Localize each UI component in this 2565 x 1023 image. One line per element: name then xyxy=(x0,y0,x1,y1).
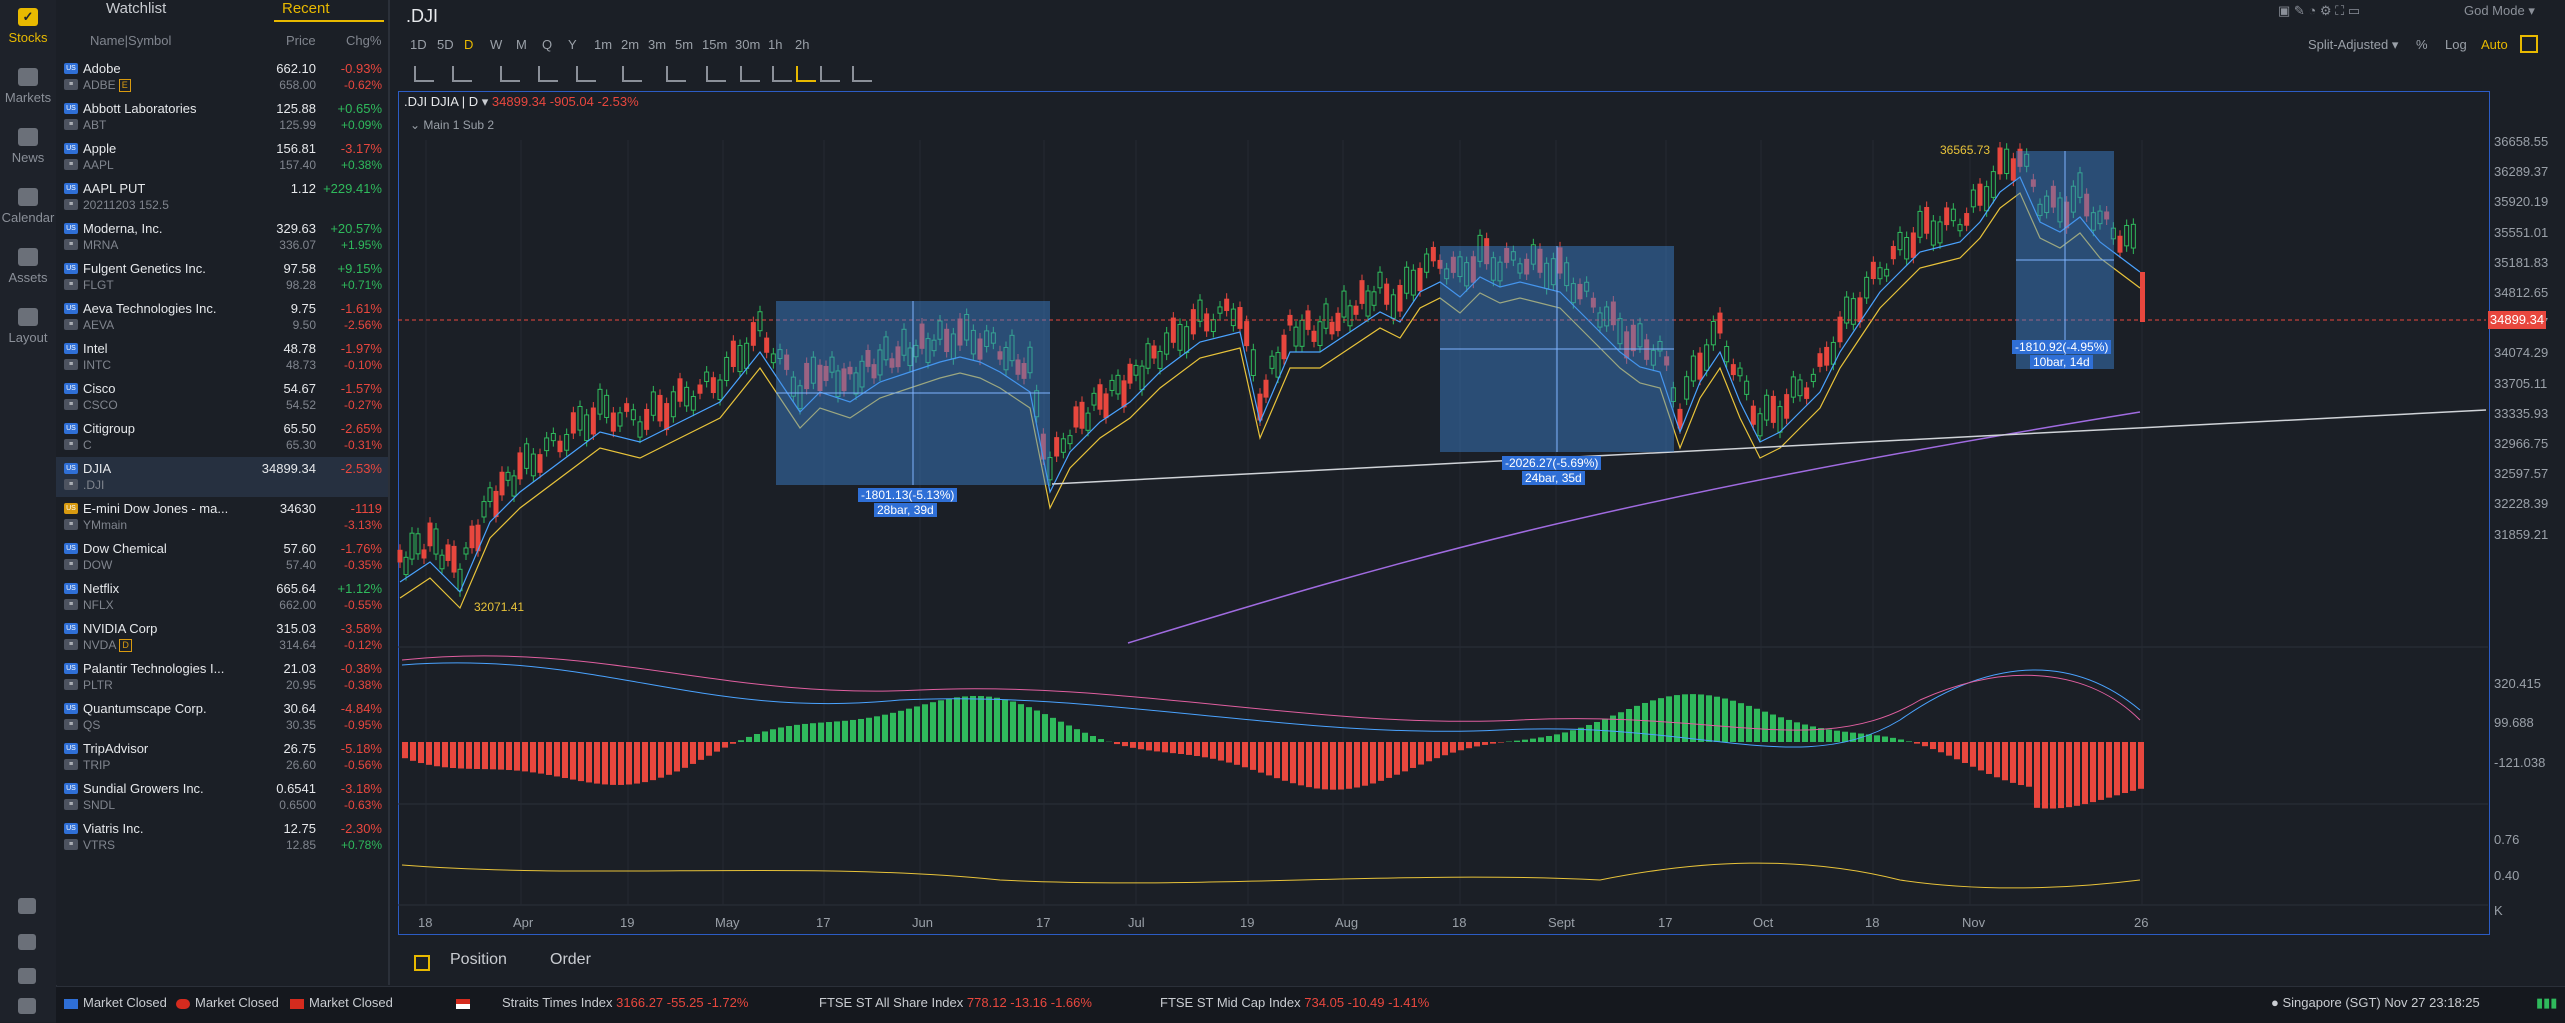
macd-axis-label: 99.688 xyxy=(2494,715,2534,730)
current-price-tag: 34899.34 xyxy=(2488,311,2546,329)
clock: ● Singapore (SGT) Nov 27 23:18:25 xyxy=(2271,995,2480,1010)
x-axis-label: Nov xyxy=(1962,915,1985,930)
price-axis-label: 35551.01 xyxy=(2494,225,2548,240)
index-ftse-mid[interactable]: FTSE ST Mid Cap Index 734.05 -10.49 -1.4… xyxy=(1160,995,1429,1010)
price-axis-label: 31859.21 xyxy=(2494,527,2548,542)
price-axis-label: 33335.93 xyxy=(2494,406,2548,421)
price-axis-label: 33705.11 xyxy=(2494,376,2547,391)
sub-axis-label: 0.40 xyxy=(2494,868,2519,883)
market-status-cn: Market Closed xyxy=(290,995,393,1010)
x-axis-label: Jun xyxy=(912,915,933,930)
status-bar: Market Closed Market Closed Market Close… xyxy=(56,986,2565,1023)
price-axis-label: 34812.65 xyxy=(2494,285,2548,300)
macd-axis-label: -121.038 xyxy=(2494,755,2545,770)
chart-annotation-box3b: 10bar, 14d xyxy=(2030,355,2093,369)
chart-annotation-box1: -1801.13(-5.13%) xyxy=(858,488,957,502)
x-axis-label: Aug xyxy=(1335,915,1358,930)
price-axis-label: 35920.19 xyxy=(2494,194,2548,209)
x-axis-label: Sept xyxy=(1548,915,1575,930)
x-axis-label: 17 xyxy=(816,915,830,930)
tab-order[interactable]: Order xyxy=(550,951,591,969)
price-axis-label: 32228.39 xyxy=(2494,496,2548,511)
x-axis-label: 19 xyxy=(620,915,634,930)
x-axis-label: Jul xyxy=(1128,915,1145,930)
x-axis-label: 17 xyxy=(1036,915,1050,930)
x-axis-label: Apr xyxy=(513,915,533,930)
price-axis-label: 35181.83 xyxy=(2494,255,2548,270)
panel-toggle-icon[interactable] xyxy=(414,955,430,971)
market-status-us: Market Closed xyxy=(64,995,167,1010)
chart-annotation-box2b: 24bar, 35d xyxy=(1522,471,1585,485)
price-axis-label: 36658.55 xyxy=(2494,134,2548,149)
x-axis-label: Oct xyxy=(1753,915,1773,930)
index-ftse-all[interactable]: FTSE ST All Share Index 778.12 -13.16 -1… xyxy=(819,995,1092,1010)
tab-position[interactable]: Position xyxy=(450,951,507,969)
x-axis-label: May xyxy=(715,915,740,930)
x-axis-label: 17 xyxy=(1658,915,1672,930)
chart-annotation-box3: -1810.92(-4.95%) xyxy=(2012,340,2111,354)
macd-axis-label: 320.415 xyxy=(2494,676,2541,691)
price-axis-label: 32597.57 xyxy=(2494,466,2548,481)
index-sti[interactable]: Straits Times Index 3166.27 -55.25 -1.72… xyxy=(502,995,748,1010)
x-axis-label: 19 xyxy=(1240,915,1254,930)
x-axis-label: 18 xyxy=(1865,915,1879,930)
sub-axis-label: K xyxy=(2494,903,2503,918)
price-axis-label: 34074.29 xyxy=(2494,345,2548,360)
market-status-hk: Market Closed xyxy=(176,995,279,1010)
market-status-sg xyxy=(456,995,475,1010)
chart-annotation-low: 32071.41 xyxy=(474,600,524,614)
chart-annotation-high: 36565.73 xyxy=(1940,143,1990,157)
price-axis-label: 36289.37 xyxy=(2494,164,2548,179)
price-axis-label: 32966.75 xyxy=(2494,436,2548,451)
chart-annotation-box1b: 28bar, 39d xyxy=(874,503,937,517)
x-axis-label: 26 xyxy=(2134,915,2148,930)
chart-annotation-box2: -2026.27(-5.69%) xyxy=(1502,456,1601,470)
sub-axis-label: 0.76 xyxy=(2494,832,2519,847)
signal-icon: ▮▮▮ xyxy=(2536,995,2557,1011)
x-axis-label: 18 xyxy=(418,915,432,930)
x-axis-label: 18 xyxy=(1452,915,1466,930)
bottom-tabs: Position Order xyxy=(398,945,2563,979)
